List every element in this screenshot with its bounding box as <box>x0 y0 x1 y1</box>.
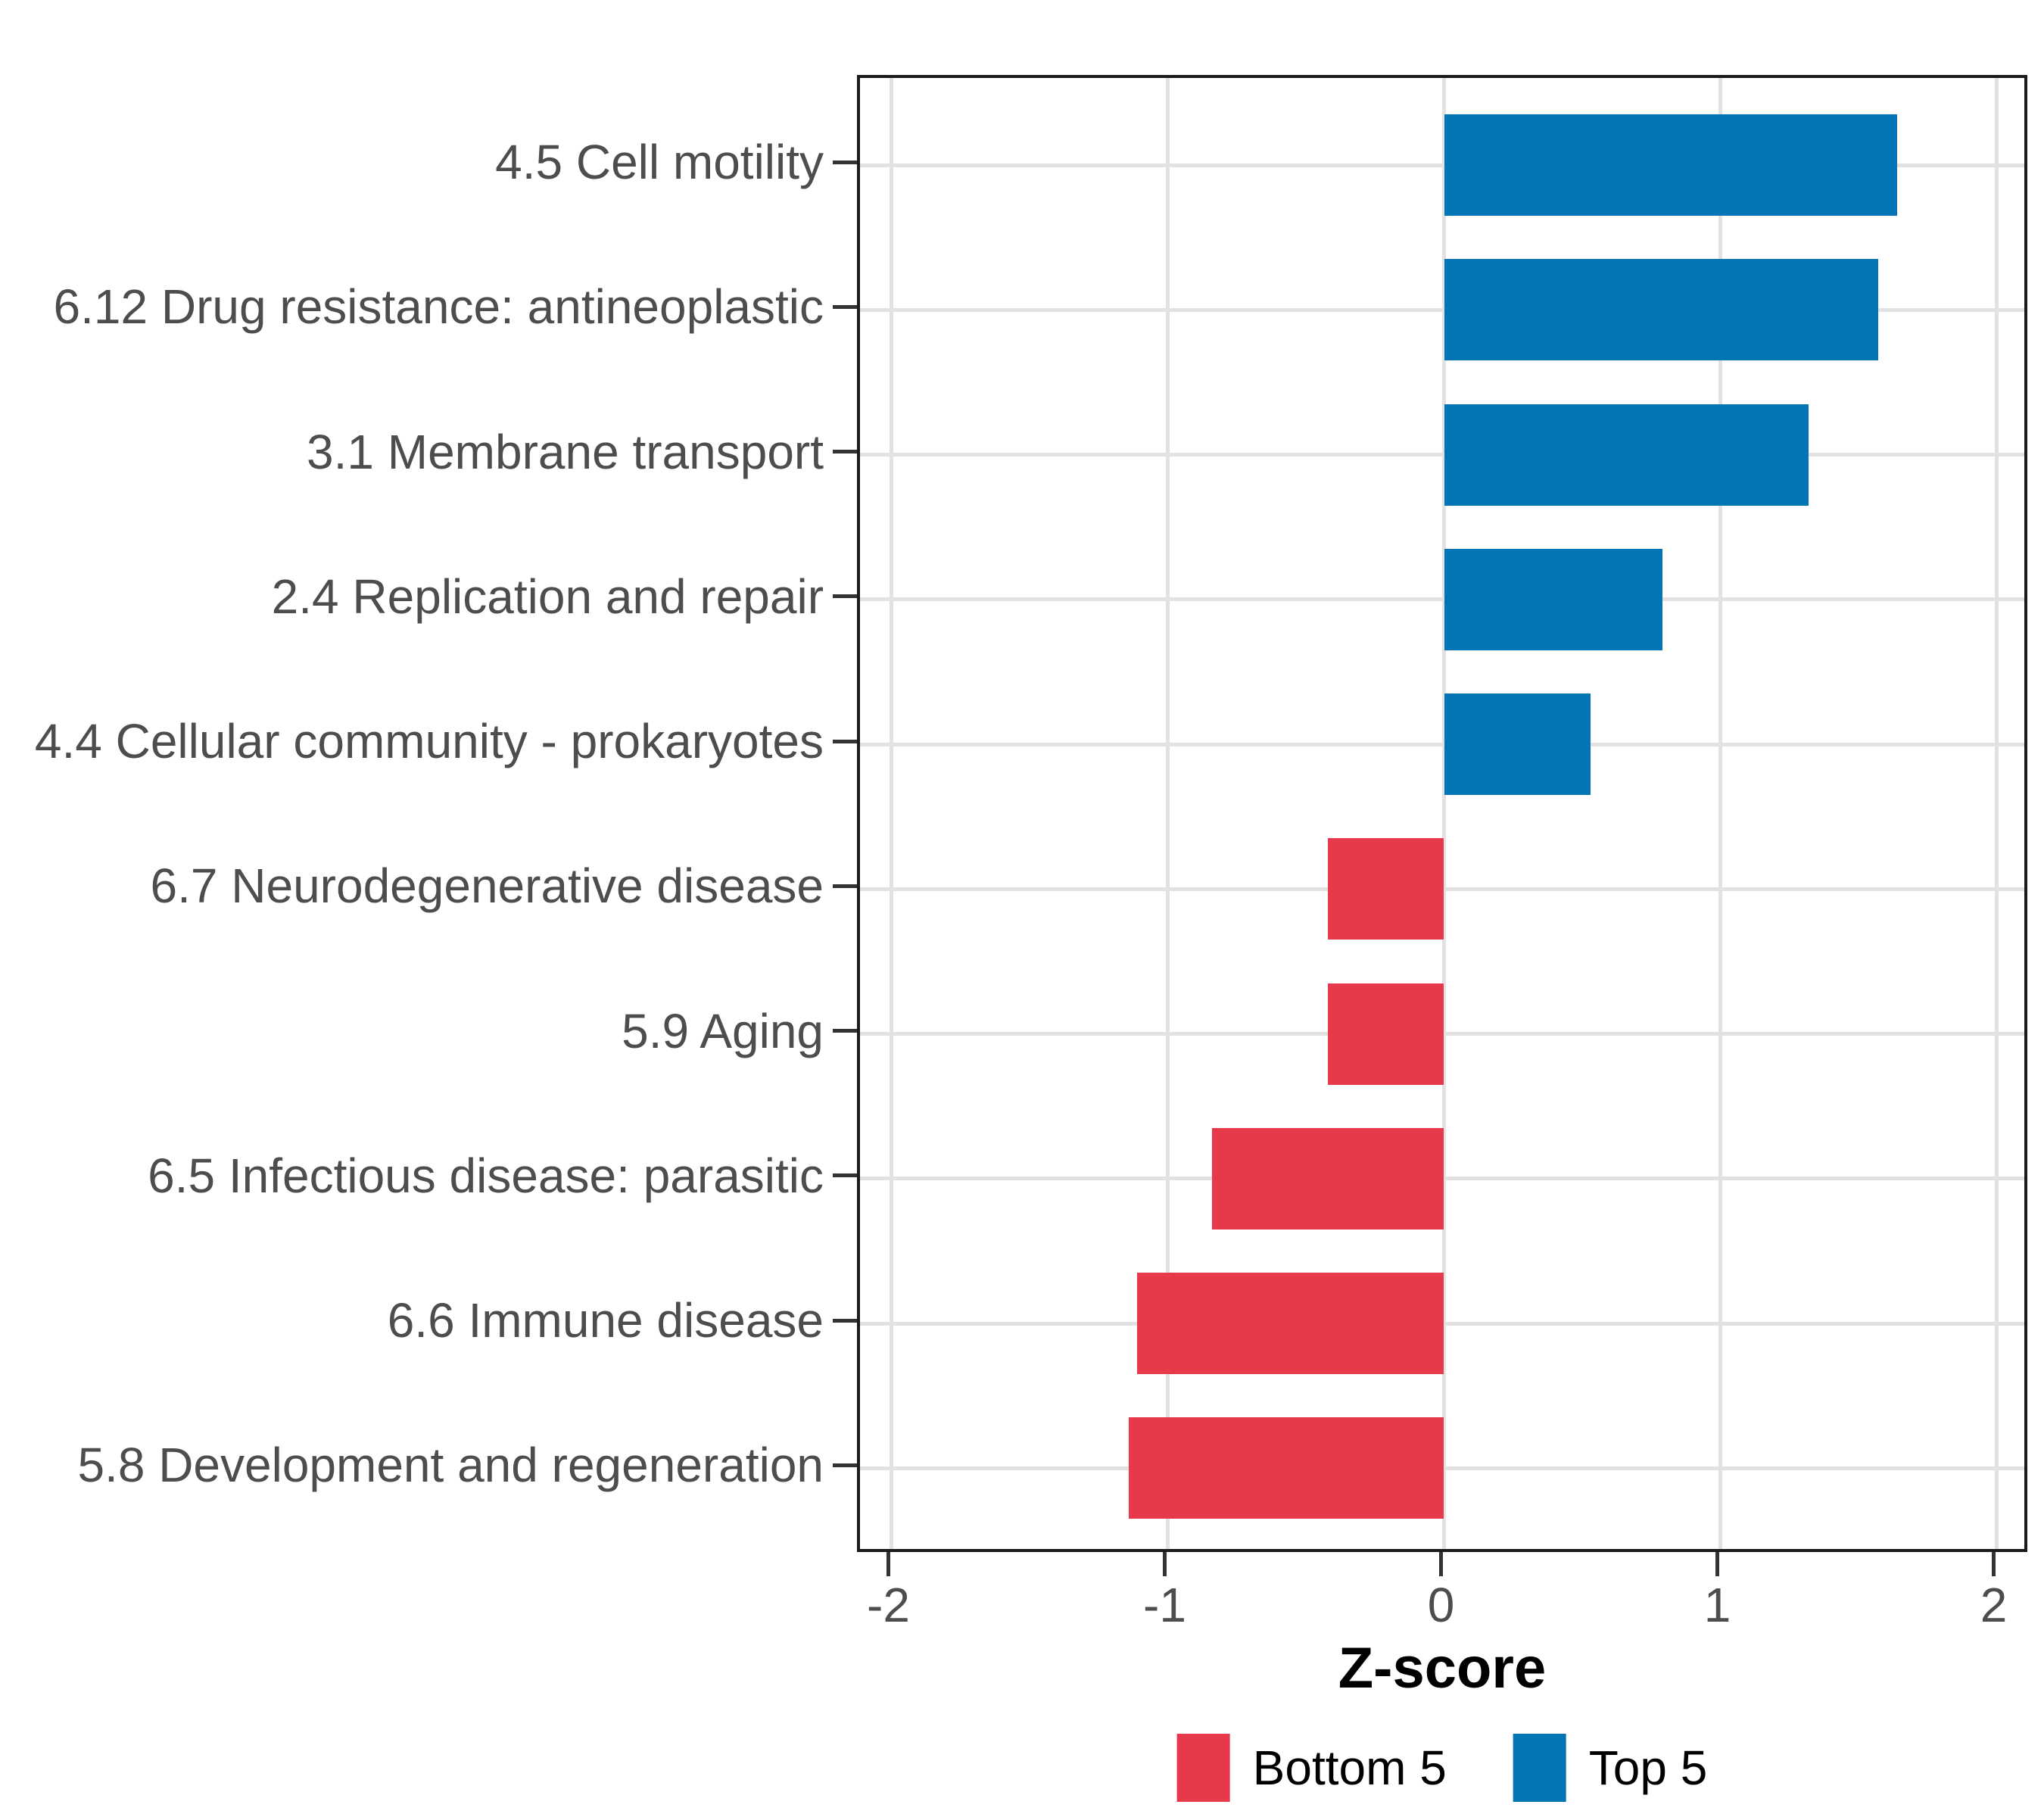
gridline-vertical <box>1718 78 1722 1549</box>
legend-label-top5: Top 5 <box>1588 1741 1708 1795</box>
gridline-vertical <box>1442 78 1446 1549</box>
x-tick <box>1715 1552 1719 1576</box>
y-tick <box>833 1173 857 1178</box>
x-tick <box>1439 1552 1443 1576</box>
gridline-vertical <box>1166 78 1170 1549</box>
y-tick <box>833 1463 857 1467</box>
bar-5-8-development-and-regeneration <box>1129 1417 1444 1519</box>
y-tick <box>833 594 857 599</box>
bar-3-1-membrane-transport <box>1444 404 1809 506</box>
x-axis-tick-label: 2 <box>1980 1578 2008 1632</box>
y-tick <box>833 450 857 453</box>
y-tick <box>833 739 857 743</box>
y-tick <box>833 304 857 309</box>
bar-5-9-aging <box>1328 983 1444 1085</box>
y-tick <box>833 1029 857 1033</box>
gridline-vertical <box>1995 78 1999 1549</box>
bar-6-12-drug-resistance-antineoplastic <box>1444 259 1878 361</box>
x-tick <box>886 1552 890 1576</box>
x-axis-title: Z-score <box>1338 1636 1547 1700</box>
y-axis-label: 5.9 Aging <box>622 1003 824 1058</box>
legend-label-bottom5: Bottom 5 <box>1252 1741 1447 1795</box>
y-axis-label: 6.12 Drug resistance: antineoplastic <box>53 279 824 335</box>
x-axis-tick-label: 0 <box>1427 1578 1455 1632</box>
y-axis-label: 6.7 Neurodegenerative disease <box>150 859 824 914</box>
bar-4-4-cellular-community-prokaryotes <box>1444 693 1591 795</box>
y-tick <box>833 1318 857 1323</box>
y-tick <box>833 884 857 888</box>
x-tick <box>1992 1552 1996 1576</box>
bar-6-5-infectious-disease-parasitic <box>1211 1127 1444 1230</box>
plot-panel <box>857 75 2027 1552</box>
y-axis-label: 4.4 Cellular community - prokaryotes <box>34 714 824 768</box>
bar-2-4-replication-and-repair <box>1444 548 1662 650</box>
bar-6-6-immune-disease <box>1137 1273 1444 1374</box>
legend-swatch-bottom5 <box>1176 1734 1230 1802</box>
x-axis-tick-label: -1 <box>1143 1578 1186 1632</box>
y-axis-label: 6.6 Immune disease <box>387 1293 824 1348</box>
x-axis-tick-label: 1 <box>1703 1578 1731 1632</box>
bar-6-7-neurodegenerative-disease <box>1328 838 1444 940</box>
y-axis-label: 2.4 Replication and repair <box>271 569 824 624</box>
gridline-vertical <box>890 78 893 1549</box>
x-axis-tick-label: -2 <box>867 1578 910 1632</box>
x-tick <box>1163 1552 1167 1576</box>
y-axis-label: 5.8 Development and regeneration <box>77 1438 824 1493</box>
y-axis-label: 3.1 Membrane transport <box>307 424 824 479</box>
bar-4-5-cell-motility <box>1444 114 1898 216</box>
y-tick <box>833 160 857 164</box>
legend-swatch-top5 <box>1513 1734 1566 1802</box>
y-axis-label: 6.5 Infectious disease: parasitic <box>148 1148 824 1203</box>
y-axis-label: 4.5 Cell motility <box>495 135 824 189</box>
legend: Bottom 5 Top 5 <box>1176 1734 1708 1802</box>
